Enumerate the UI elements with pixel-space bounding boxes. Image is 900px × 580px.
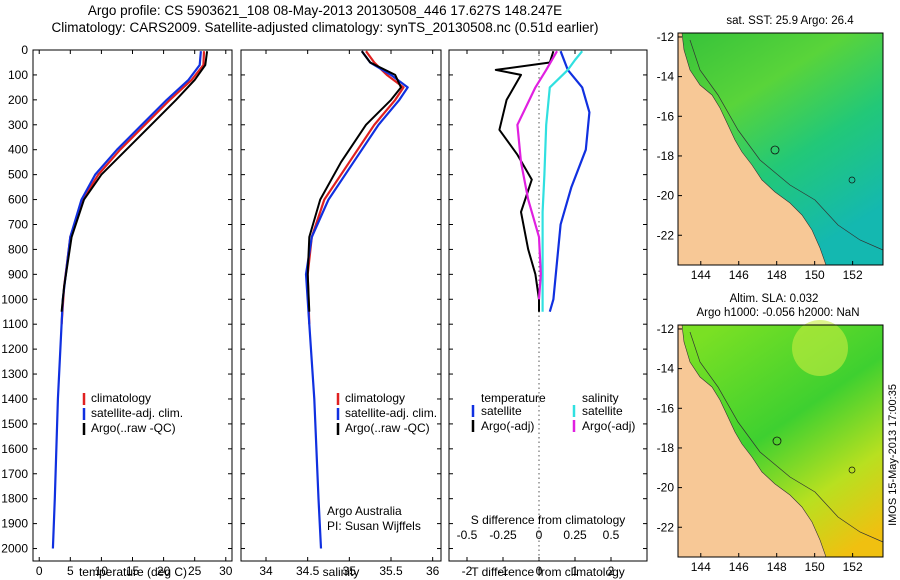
x-tick-label: 5	[67, 564, 74, 578]
x-tick-label: 34.5	[296, 564, 320, 578]
s-tick-label: 0.5	[603, 528, 620, 542]
y-tick-label: 200	[8, 93, 28, 107]
legend-label-climatology: climatology	[91, 391, 151, 405]
x-tick-label: 25	[188, 564, 202, 578]
annotation-pi: PI: Susan Wijffels	[327, 519, 421, 533]
y-tick-label: 1400	[1, 392, 28, 406]
x-tick-label: 10	[95, 564, 109, 578]
difference-panel-frame	[448, 49, 648, 562]
y-tick-label: 1100	[2, 317, 28, 331]
y-tick-label: 600	[8, 193, 28, 207]
s-tick-label: 0	[536, 528, 543, 542]
legend-title-salinity: salinity	[582, 391, 619, 405]
y-tick-label: 1600	[1, 442, 28, 456]
salinity-legend: climatology satellite-adj. clim. Argo(..…	[327, 391, 437, 533]
temperature-layer: 0100200300400500600700800900100011001200…	[1, 43, 232, 578]
s-tick-label: -0.5	[457, 528, 478, 542]
series-line	[516, 50, 558, 300]
x-tick-label: 34	[259, 564, 273, 578]
y-tick-label: 1800	[1, 492, 28, 506]
difference-legend: temperature satellite Argo(-adj) salinit…	[471, 391, 635, 433]
temperature-legend: climatology satellite-adj. clim. Argo(..…	[82, 391, 183, 435]
x-tick-label: 30	[219, 564, 233, 578]
x-tick-label: 36	[426, 564, 440, 578]
y-tick-label: 0	[21, 43, 28, 57]
header-line-1: Argo profile: CS 5903621_108 08-May-2013…	[87, 3, 563, 18]
series-line	[306, 50, 402, 312]
legend-label-argo: Argo(..raw -QC)	[91, 421, 176, 435]
legend-label-climatology: climatology	[345, 391, 405, 405]
series-line	[51, 51, 202, 549]
x-tick-label: -2	[462, 564, 473, 578]
legend-label-t-satellite: satellite	[481, 404, 522, 418]
series-line	[548, 50, 591, 313]
y-tick-label: 1300	[1, 367, 28, 381]
legend-label-satellite: satellite-adj. clim.	[91, 406, 183, 420]
legend-label-t-argo: Argo(-adj)	[481, 419, 534, 433]
x-tick-label: 1	[572, 564, 579, 578]
series-line	[306, 50, 405, 325]
series-line	[60, 51, 209, 312]
y-tick-label: 100	[8, 68, 28, 82]
y-tick-label: 2000	[1, 542, 28, 556]
y-tick-label: 700	[8, 217, 28, 231]
legend-label-satellite: satellite-adj. clim.	[345, 406, 437, 420]
s-tick-label: 0.25	[563, 528, 587, 542]
x-tick-label: 0	[536, 564, 543, 578]
legend-label-s-satellite: satellite	[582, 404, 623, 418]
legend-label-s-argo: Argo(-adj)	[582, 419, 635, 433]
salinity-xlabel: salinity	[323, 565, 360, 579]
salinity-panel-frame	[240, 49, 442, 562]
x-tick-label: 20	[157, 564, 171, 578]
legend-title-temperature: temperature	[481, 391, 546, 405]
series-line	[494, 50, 555, 312]
x-tick-label: 0	[36, 564, 43, 578]
x-tick-label: 35	[343, 564, 357, 578]
annotation-argo-australia: Argo Australia	[327, 504, 402, 518]
x-tick-label: -1	[498, 564, 509, 578]
y-tick-label: 800	[8, 242, 28, 256]
header-line-2: Climatology: CARS2009. Satellite-adjuste…	[51, 20, 599, 35]
y-tick-label: 1200	[1, 342, 28, 356]
temperature-xlabel: temperature (deg C)	[79, 565, 187, 579]
series-line	[541, 50, 584, 312]
x-tick-label: 35.5	[379, 564, 403, 578]
y-tick-label: 1900	[1, 517, 28, 531]
difference-layer: -2 -1 0 1 2 -0.5 -0.25 0 0.25 0.5	[449, 49, 647, 578]
series-line	[304, 50, 409, 549]
y-tick-label: 1000	[1, 292, 28, 306]
x-tick-label: 15	[126, 564, 140, 578]
y-tick-label: 900	[8, 267, 28, 281]
diff-xlabel-top: S difference from climatology	[471, 513, 626, 527]
legend-label-argo: Argo(..raw -QC)	[345, 421, 430, 435]
y-tick-label: 500	[8, 168, 28, 182]
salinity-layer: 34 34.5 35 35.5 36	[241, 49, 441, 578]
x-tick-label: 2	[608, 564, 615, 578]
y-tick-label: 300	[8, 118, 28, 132]
y-tick-label: 1500	[1, 417, 28, 431]
y-tick-label: 400	[8, 143, 28, 157]
y-tick-label: 1700	[1, 467, 28, 481]
s-tick-label: -0.25	[489, 528, 517, 542]
diff-xlabel: T difference from climatology	[471, 565, 625, 579]
